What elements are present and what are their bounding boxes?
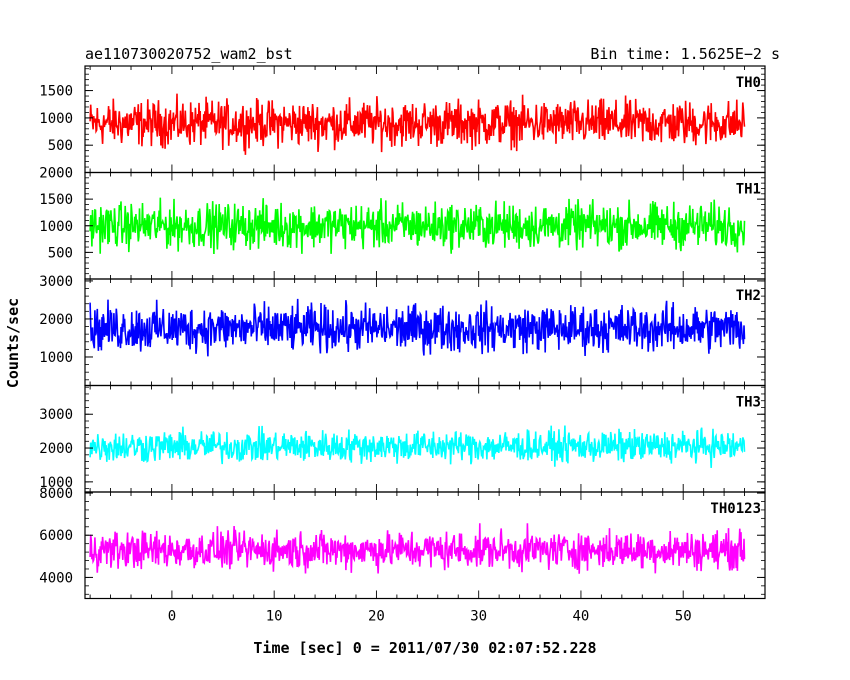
x-tick-label: 30 xyxy=(470,609,487,625)
y-tick-label: 1500 xyxy=(39,192,73,208)
x-tick-labels: 0 10 20 30 40 50 xyxy=(168,609,692,625)
y-tick-label: 4000 xyxy=(39,570,73,586)
panels-group: 500 1000 1500 TH0 500 1000 1500 2000 TH1 1000 2000… xyxy=(39,65,766,600)
y-tick-label: 500 xyxy=(48,245,73,261)
y-tick-label: 1000 xyxy=(39,350,73,366)
bin-time-label: Bin time: 1.5625E−2 s xyxy=(590,45,780,63)
x-tick-label: 20 xyxy=(368,609,385,625)
x-tick-label: 0 xyxy=(168,609,176,625)
y-tick-label: 3000 xyxy=(39,274,73,290)
y-tick-label: 2000 xyxy=(39,441,73,457)
series-th2 xyxy=(89,298,746,357)
x-tick-label: 10 xyxy=(266,609,283,625)
y-tick-label: 1000 xyxy=(39,111,73,127)
series-th0 xyxy=(89,93,746,155)
x-tick-label: 40 xyxy=(573,609,590,625)
y-tick-label: 6000 xyxy=(39,528,73,544)
y-tick-label: 500 xyxy=(48,138,73,154)
series-th1 xyxy=(89,197,746,255)
y-tick-label: 1000 xyxy=(39,219,73,235)
y-tick-label: 2000 xyxy=(39,312,73,328)
panel-frame xyxy=(84,491,766,600)
panel-name-th0123: TH0123 xyxy=(710,501,761,517)
y-tick-label: 1000 xyxy=(39,475,73,491)
x-axis-label: Time [sec] 0 = 2011/07/30 02:07:52.228 xyxy=(253,639,596,657)
y-tick-label: 2000 xyxy=(39,166,73,182)
panel-name-th2: TH2 xyxy=(736,288,761,304)
series-th0123 xyxy=(89,523,746,574)
series-th3 xyxy=(89,425,746,468)
panel-th0: 500 1000 1500 TH0 xyxy=(39,65,766,174)
panel-th0123: 4000 6000 8000 TH0123 xyxy=(39,486,766,600)
panel-th2: 1000 2000 3000 TH2 xyxy=(39,274,766,387)
panel-name-th1: TH1 xyxy=(736,182,761,198)
y-tick-label: 3000 xyxy=(39,407,73,423)
y-axis-label: Counts/sec xyxy=(4,298,22,388)
panel-th1: 500 1000 1500 2000 TH1 xyxy=(39,166,766,280)
panel-th3: 1000 2000 3000 TH3 xyxy=(39,384,766,493)
panel-name-th3: TH3 xyxy=(736,395,761,411)
y-tick-label: 1500 xyxy=(39,84,73,100)
chart-title: ae110730020752_wam2_bst xyxy=(85,45,293,63)
x-tick-label: 50 xyxy=(675,609,692,625)
panel-name-th0: TH0 xyxy=(736,75,761,91)
y-tick-label: 8000 xyxy=(39,486,73,502)
